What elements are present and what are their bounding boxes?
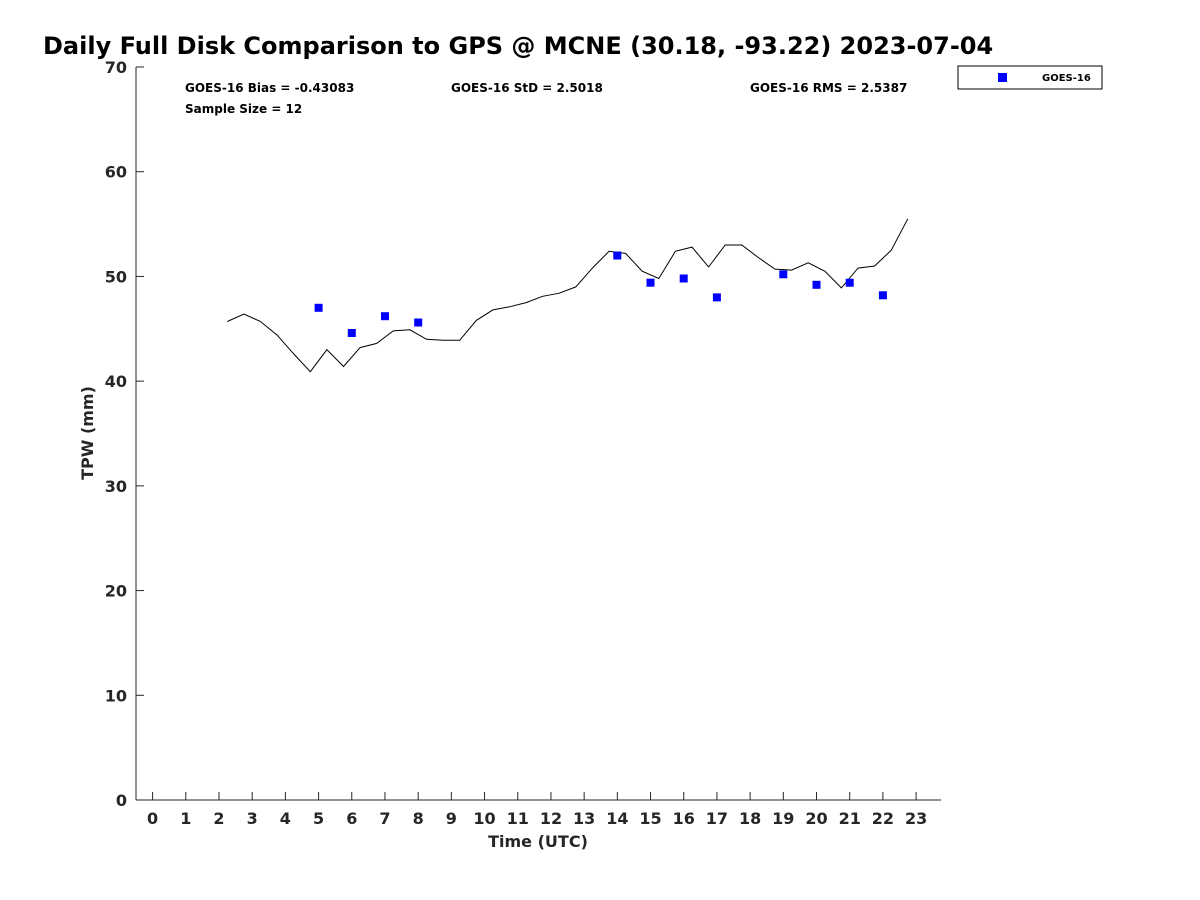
x-tick-label: 15 xyxy=(639,809,661,828)
legend-label-goes16: GOES-16 xyxy=(1042,73,1091,84)
x-tick-label: 8 xyxy=(413,809,424,828)
goes16-point xyxy=(712,293,721,302)
y-tick-label: 20 xyxy=(105,582,127,601)
x-tick-label: 6 xyxy=(346,809,357,828)
goes16-marker-layer xyxy=(314,251,887,337)
goes16-point xyxy=(347,329,356,337)
goes16-point xyxy=(646,278,655,287)
chart-title: Daily Full Disk Comparison to GPS @ MCNE… xyxy=(43,32,993,60)
x-tick-label: 13 xyxy=(573,809,595,828)
goes16-point xyxy=(381,312,389,321)
gps-line-layer xyxy=(227,218,909,373)
y-tick-label: 40 xyxy=(105,372,127,391)
x-tick-label: 9 xyxy=(446,809,457,828)
y-axis-label: TPW (mm) xyxy=(78,386,97,480)
x-tick-label: 7 xyxy=(379,809,390,828)
goes16-point xyxy=(845,278,854,287)
x-tick-label: 16 xyxy=(673,809,695,828)
y-tick-label: 60 xyxy=(105,163,127,182)
stat-bias: GOES-16 Bias = -0.43083 xyxy=(185,81,354,95)
goes16-point xyxy=(779,270,788,279)
goes16-point xyxy=(414,318,423,327)
gps-series-line xyxy=(227,218,909,373)
x-tick-label: 21 xyxy=(839,809,861,828)
x-tick-label: 2 xyxy=(213,809,224,828)
x-tick-label: 10 xyxy=(473,809,495,828)
goes16-point xyxy=(613,251,622,260)
x-tick-label: 14 xyxy=(606,809,628,828)
goes16-point xyxy=(812,280,821,289)
goes16-point xyxy=(314,303,323,312)
stat-std: GOES-16 StD = 2.5018 xyxy=(451,81,603,95)
x-tick-label: 3 xyxy=(247,809,258,828)
x-axis-label: Time (UTC) xyxy=(488,832,588,851)
stat-sample-size: Sample Size = 12 xyxy=(185,102,302,116)
x-tick-label: 0 xyxy=(147,809,158,828)
stat-rms: GOES-16 RMS = 2.5387 xyxy=(750,81,907,95)
y-tick-label: 50 xyxy=(105,267,127,286)
x-tick-label: 22 xyxy=(872,809,894,828)
goes16-point xyxy=(679,274,688,283)
x-tick-label: 1 xyxy=(180,809,191,828)
goes16-point xyxy=(878,291,887,300)
legend-box xyxy=(957,65,1103,90)
y-tick-label: 10 xyxy=(105,686,127,705)
x-tick-label: 19 xyxy=(772,809,794,828)
y-tick-label: 70 xyxy=(105,58,127,77)
x-tick-label: 18 xyxy=(739,809,761,828)
x-tick-label: 11 xyxy=(507,809,529,828)
y-tick-label: 0 xyxy=(116,791,127,810)
x-tick-label: 4 xyxy=(280,809,291,828)
stats-box: GOES-16 Bias = -0.43083 GOES-16 StD = 2.… xyxy=(185,81,907,116)
legend-marker-goes16 xyxy=(998,73,1007,82)
x-tick-label: 5 xyxy=(313,809,324,828)
y-tick-label: 30 xyxy=(105,477,127,496)
legend: GOES-16 xyxy=(957,65,1103,90)
x-tick-label: 17 xyxy=(706,809,728,828)
x-tick-label: 23 xyxy=(905,809,927,828)
x-tick-label: 12 xyxy=(540,809,562,828)
x-tick-label: 20 xyxy=(805,809,827,828)
